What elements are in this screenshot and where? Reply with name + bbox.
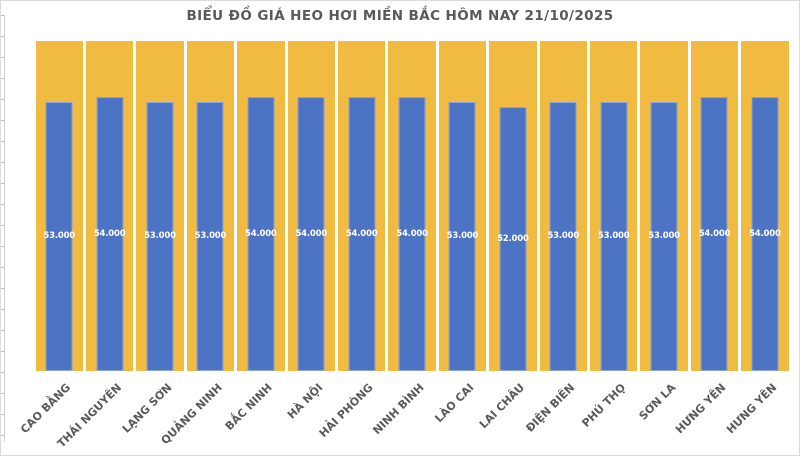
background-bar: 53.000 [136, 41, 184, 371]
value-bar: 53.000 [446, 101, 479, 371]
bar-value-label: 53.000 [194, 231, 227, 242]
bar-value-label: 53.000 [648, 231, 680, 242]
value-bar: 54.000 [93, 96, 126, 371]
x-axis-label: HƯNG YÊN [723, 381, 780, 437]
background-bar: 53.000 [35, 41, 83, 371]
value-bar: 54.000 [749, 96, 781, 371]
bar-value-label: 54.000 [245, 228, 277, 239]
background-bar: 53.000 [186, 41, 235, 371]
value-bar: 54.000 [698, 96, 731, 371]
x-axis-label: ĐIỆN BIÊN [523, 381, 578, 435]
x-axis-label: BẮC NINH [223, 381, 276, 433]
background-bar: 54.000 [85, 41, 134, 371]
background-bar: 54.000 [741, 41, 789, 371]
bar-value-label: 52.000 [497, 234, 529, 244]
bar-value-label: 53.000 [597, 231, 630, 242]
chart-title: BIỂU ĐỒ GIÁ HEO HƠI MIỀN BẮC HÔM NAY 21/… [186, 8, 614, 24]
x-axis-label: QUẢNG NINH [158, 381, 225, 448]
background-bar: 53.000 [589, 41, 638, 371]
x-axis-label: LAI CHÂU [476, 381, 528, 432]
y-axis-line [4, 15, 5, 441]
background-bar: 53.000 [438, 41, 487, 371]
value-bar: 54.000 [295, 96, 328, 371]
bar-value-label: 54.000 [396, 228, 428, 239]
bar-value-label: 54.000 [698, 228, 731, 239]
value-bar: 53.000 [43, 101, 76, 371]
value-bar: 53.000 [194, 101, 227, 371]
background-bar: 53.000 [539, 41, 587, 371]
plot-area: 53.000 54.000 53.000 53.000 54.000 54.000 54.0… [34, 41, 790, 371]
bar-value-label: 54.000 [749, 228, 781, 239]
background-bar: 53.000 [640, 41, 688, 371]
x-axis-label: HÀ NỘI [284, 381, 326, 422]
x-axis-label: NINH BÌNH [370, 381, 427, 438]
bar-value-label: 54.000 [295, 228, 328, 239]
value-bar: 53.000 [597, 101, 630, 371]
background-bar: 54.000 [388, 41, 436, 371]
background-bar: 54.000 [237, 41, 285, 371]
x-axis-label: HƯNG YÊN [673, 381, 729, 437]
x-axis-label: HẢI PHÒNG [316, 381, 376, 441]
background-bar: 54.000 [690, 41, 739, 371]
value-bar: 54.000 [345, 96, 378, 371]
background-bar: 54.000 [287, 41, 335, 371]
bar-value-label: 54.000 [93, 228, 126, 239]
value-bar: 53.000 [547, 101, 580, 371]
value-bar: 54.000 [396, 96, 428, 371]
value-bar: 54.000 [245, 96, 277, 371]
x-axis-label: SƠN LA [636, 381, 679, 423]
x-axis-label: LẠNG SƠN [119, 381, 175, 436]
x-axis-label: LÀO CAI [432, 381, 477, 426]
background-bar: 54.000 [337, 41, 386, 371]
value-bar: 52.000 [497, 107, 529, 371]
value-bar: 53.000 [648, 101, 680, 371]
bar-value-label: 53.000 [547, 231, 580, 242]
background-bar: 52.000 [489, 41, 537, 371]
x-axis-label: CAO BẰNG [18, 381, 74, 437]
x-axis-label: THÁI NGUYÊN [54, 381, 124, 451]
x-axis-label: PHÚ THỌ [578, 381, 628, 430]
bar-value-label: 54.000 [345, 228, 378, 239]
value-bar: 53.000 [144, 101, 176, 371]
bar-value-label: 53.000 [144, 231, 176, 242]
y-axis-ticks [1, 15, 5, 441]
bar-value-label: 53.000 [43, 231, 76, 242]
bar-value-label: 53.000 [446, 231, 479, 242]
